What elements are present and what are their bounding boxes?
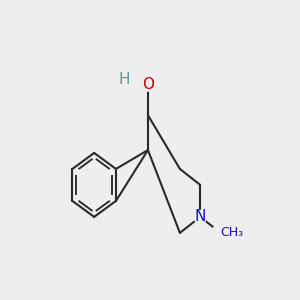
Circle shape xyxy=(194,211,207,223)
Circle shape xyxy=(119,74,130,85)
Circle shape xyxy=(212,224,229,242)
Text: N: N xyxy=(195,209,206,224)
Text: O: O xyxy=(142,77,154,92)
Circle shape xyxy=(142,78,154,91)
Text: H: H xyxy=(119,72,130,87)
Text: CH₃: CH₃ xyxy=(220,226,244,239)
